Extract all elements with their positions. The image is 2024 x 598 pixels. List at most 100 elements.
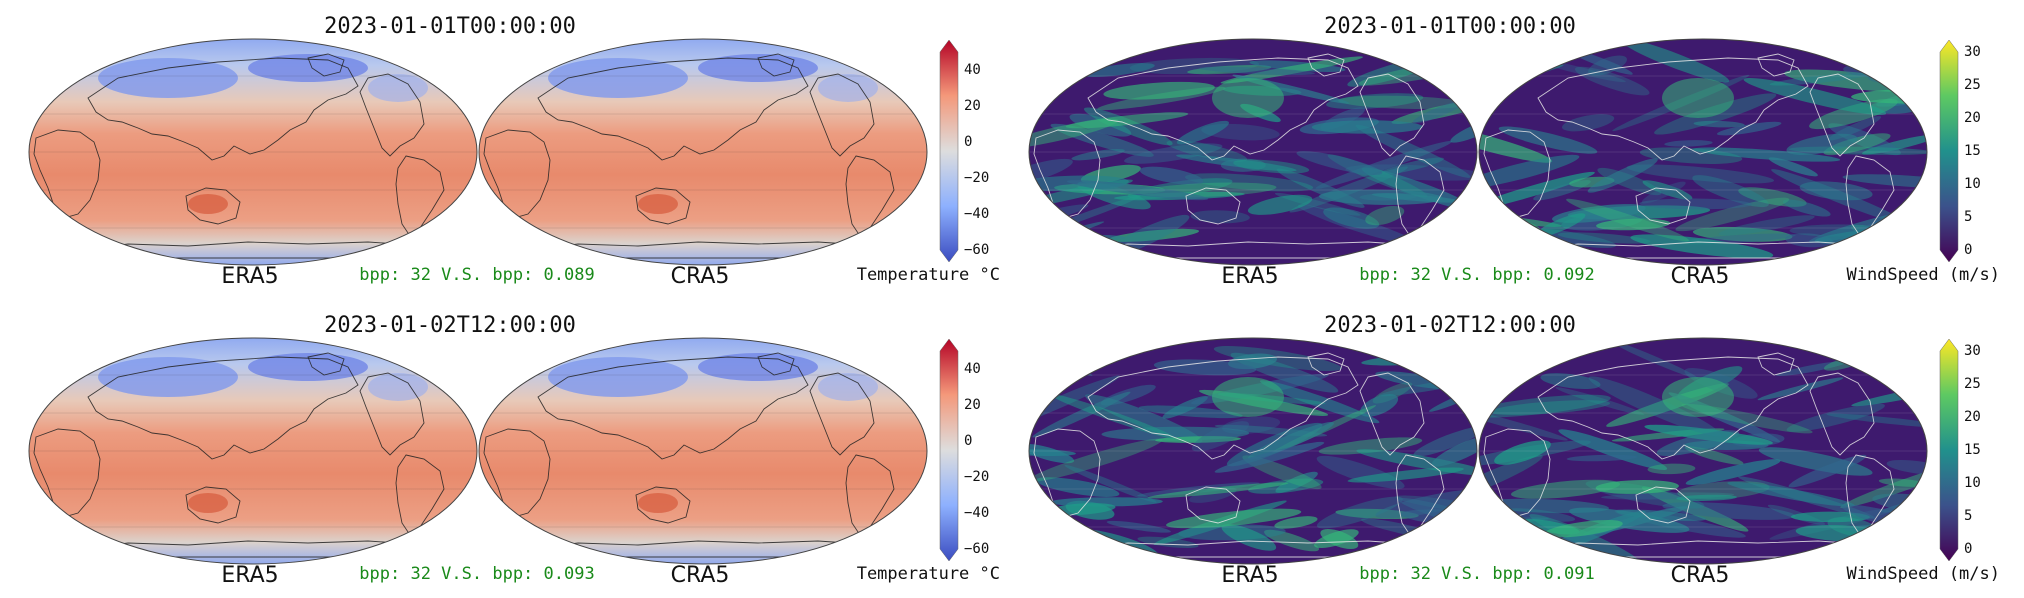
coastline-eurasia [1087, 356, 1359, 460]
cra5-label: CRA5 [670, 563, 730, 588]
panel-timestamp: 2023-01-02T12:00:00 [324, 313, 576, 338]
colorbar-tick-label: 10 [1964, 475, 1981, 491]
colorbar-tick-label: 0 [964, 134, 973, 150]
panel-wind-1: 2023-01-01T00:00:00 ERA5 CRA5 bpp: 32 V.S. … [1000, 0, 2000, 299]
cra5-label: CRA5 [1670, 563, 1730, 588]
coastline-africa [33, 428, 101, 518]
cra5-map [1478, 38, 1928, 266]
coastline-australia [1635, 486, 1691, 524]
coastline-greenland [1307, 352, 1345, 376]
coastline-greenland [1307, 53, 1345, 77]
colorbar-tick-label: 25 [1964, 376, 1981, 392]
coastline-namerica [359, 73, 425, 157]
coastline-namerica [1809, 73, 1875, 157]
colorbar-tick-label: 20 [1964, 409, 1981, 425]
era5-map [28, 337, 478, 565]
panel-temperature-0: 2023-01-01T00:00:00 ERA5 CRA5 bpp: 32 V.S. … [0, 0, 1000, 299]
coastline-africa [33, 129, 101, 219]
colorbar-tick-label: −20 [964, 469, 990, 485]
colorbar-tick-label: 5 [1964, 209, 1973, 225]
coastline-greenland [1757, 53, 1795, 77]
coastline-namerica [359, 372, 425, 456]
coastline-eurasia [87, 356, 359, 460]
coastline-eurasia [1537, 57, 1809, 161]
colorbar-ticks: 40 20 0 −20 −40 −60 [964, 0, 1024, 299]
bpp-comparison: bpp: 32 V.S. bpp: 0.089 [359, 265, 595, 285]
colorbar-ticks: 30 25 20 15 10 5 0 [1964, 299, 2024, 598]
coastline-namerica [1359, 372, 1425, 456]
colorbar-ticks: 40 20 0 −20 −40 −60 [964, 299, 1024, 598]
colorbar-tick-label: 0 [964, 433, 973, 449]
colorbar-tick-label: −60 [964, 242, 990, 258]
colorbar-tick-label: −40 [964, 505, 990, 521]
coastline-namerica [809, 372, 875, 456]
coastline-greenland [1757, 352, 1795, 376]
coastline-eurasia [1087, 57, 1359, 161]
coastline-namerica [809, 73, 875, 157]
panel-temperature-2: 2023-01-02T12:00:00 ERA5 CRA5 bpp: 32 V.S. … [0, 299, 1000, 598]
colorbar-unit-label: WindSpeed (m/s) [1846, 564, 2000, 584]
coastline-australia [635, 486, 691, 524]
coastline-greenland [307, 352, 345, 376]
coastline-australia [635, 187, 691, 225]
colorbar-tick-label: 20 [964, 397, 981, 413]
bpp-comparison: bpp: 32 V.S. bpp: 0.091 [1359, 564, 1595, 584]
colorbar-tick-label: 10 [1964, 176, 1981, 192]
cra5-map [478, 337, 928, 565]
colorbar [1939, 338, 1959, 562]
era5-label: ERA5 [1221, 264, 1279, 289]
colorbar-tick-label: −20 [964, 170, 990, 186]
coastline-australia [185, 486, 241, 524]
colorbar-tick-label: 15 [1964, 442, 1981, 458]
cra5-map [1478, 337, 1928, 565]
panel-timestamp: 2023-01-01T00:00:00 [324, 14, 576, 39]
coastline-africa [1033, 129, 1101, 219]
colorbar-tick-label: 30 [1964, 343, 1981, 359]
coastline-greenland [307, 53, 345, 77]
colorbar [939, 39, 959, 263]
coastline-australia [1185, 486, 1241, 524]
coastline-eurasia [1537, 356, 1809, 460]
coastline-africa [483, 428, 551, 518]
era5-map [1028, 337, 1478, 565]
colorbar-tick-label: 40 [964, 361, 981, 377]
coastline-africa [483, 129, 551, 219]
colorbar-tick-label: 25 [1964, 77, 1981, 93]
colorbar [1939, 39, 1959, 263]
coastline-eurasia [537, 356, 809, 460]
coastline-namerica [1809, 372, 1875, 456]
coastline-greenland [757, 352, 795, 376]
colorbar-unit-label: Temperature °C [856, 564, 1000, 584]
era5-label: ERA5 [221, 264, 279, 289]
coastline-australia [1185, 187, 1241, 225]
colorbar-tick-label: 0 [1964, 242, 1973, 258]
coastline-greenland [757, 53, 795, 77]
coastline-namerica [1359, 73, 1425, 157]
coastline-africa [1483, 428, 1551, 518]
coastline-eurasia [87, 57, 359, 161]
cra5-map [478, 38, 928, 266]
colorbar-tick-label: 0 [1964, 541, 1973, 557]
colorbar-ticks: 30 25 20 15 10 5 0 [1964, 0, 2024, 299]
bpp-comparison: bpp: 32 V.S. bpp: 0.092 [1359, 265, 1595, 285]
cra5-label: CRA5 [670, 264, 730, 289]
cra5-label: CRA5 [1670, 264, 1730, 289]
era5-map [28, 38, 478, 266]
coastline-africa [1033, 428, 1101, 518]
coastline-australia [1635, 187, 1691, 225]
colorbar-tick-label: 40 [964, 62, 981, 78]
panel-timestamp: 2023-01-01T00:00:00 [1324, 14, 1576, 39]
colorbar-tick-label: 15 [1964, 143, 1981, 159]
colorbar-tick-label: −60 [964, 541, 990, 557]
coastline-africa [1483, 129, 1551, 219]
era5-label: ERA5 [221, 563, 279, 588]
colorbar-tick-label: 20 [1964, 110, 1981, 126]
coastline-australia [185, 187, 241, 225]
colorbar-tick-label: 30 [1964, 44, 1981, 60]
colorbar-tick-label: 5 [1964, 508, 1973, 524]
era5-map [1028, 38, 1478, 266]
colorbar-tick-label: 20 [964, 98, 981, 114]
colorbar-tick-label: −40 [964, 206, 990, 222]
colorbar [939, 338, 959, 562]
panel-timestamp: 2023-01-02T12:00:00 [1324, 313, 1576, 338]
